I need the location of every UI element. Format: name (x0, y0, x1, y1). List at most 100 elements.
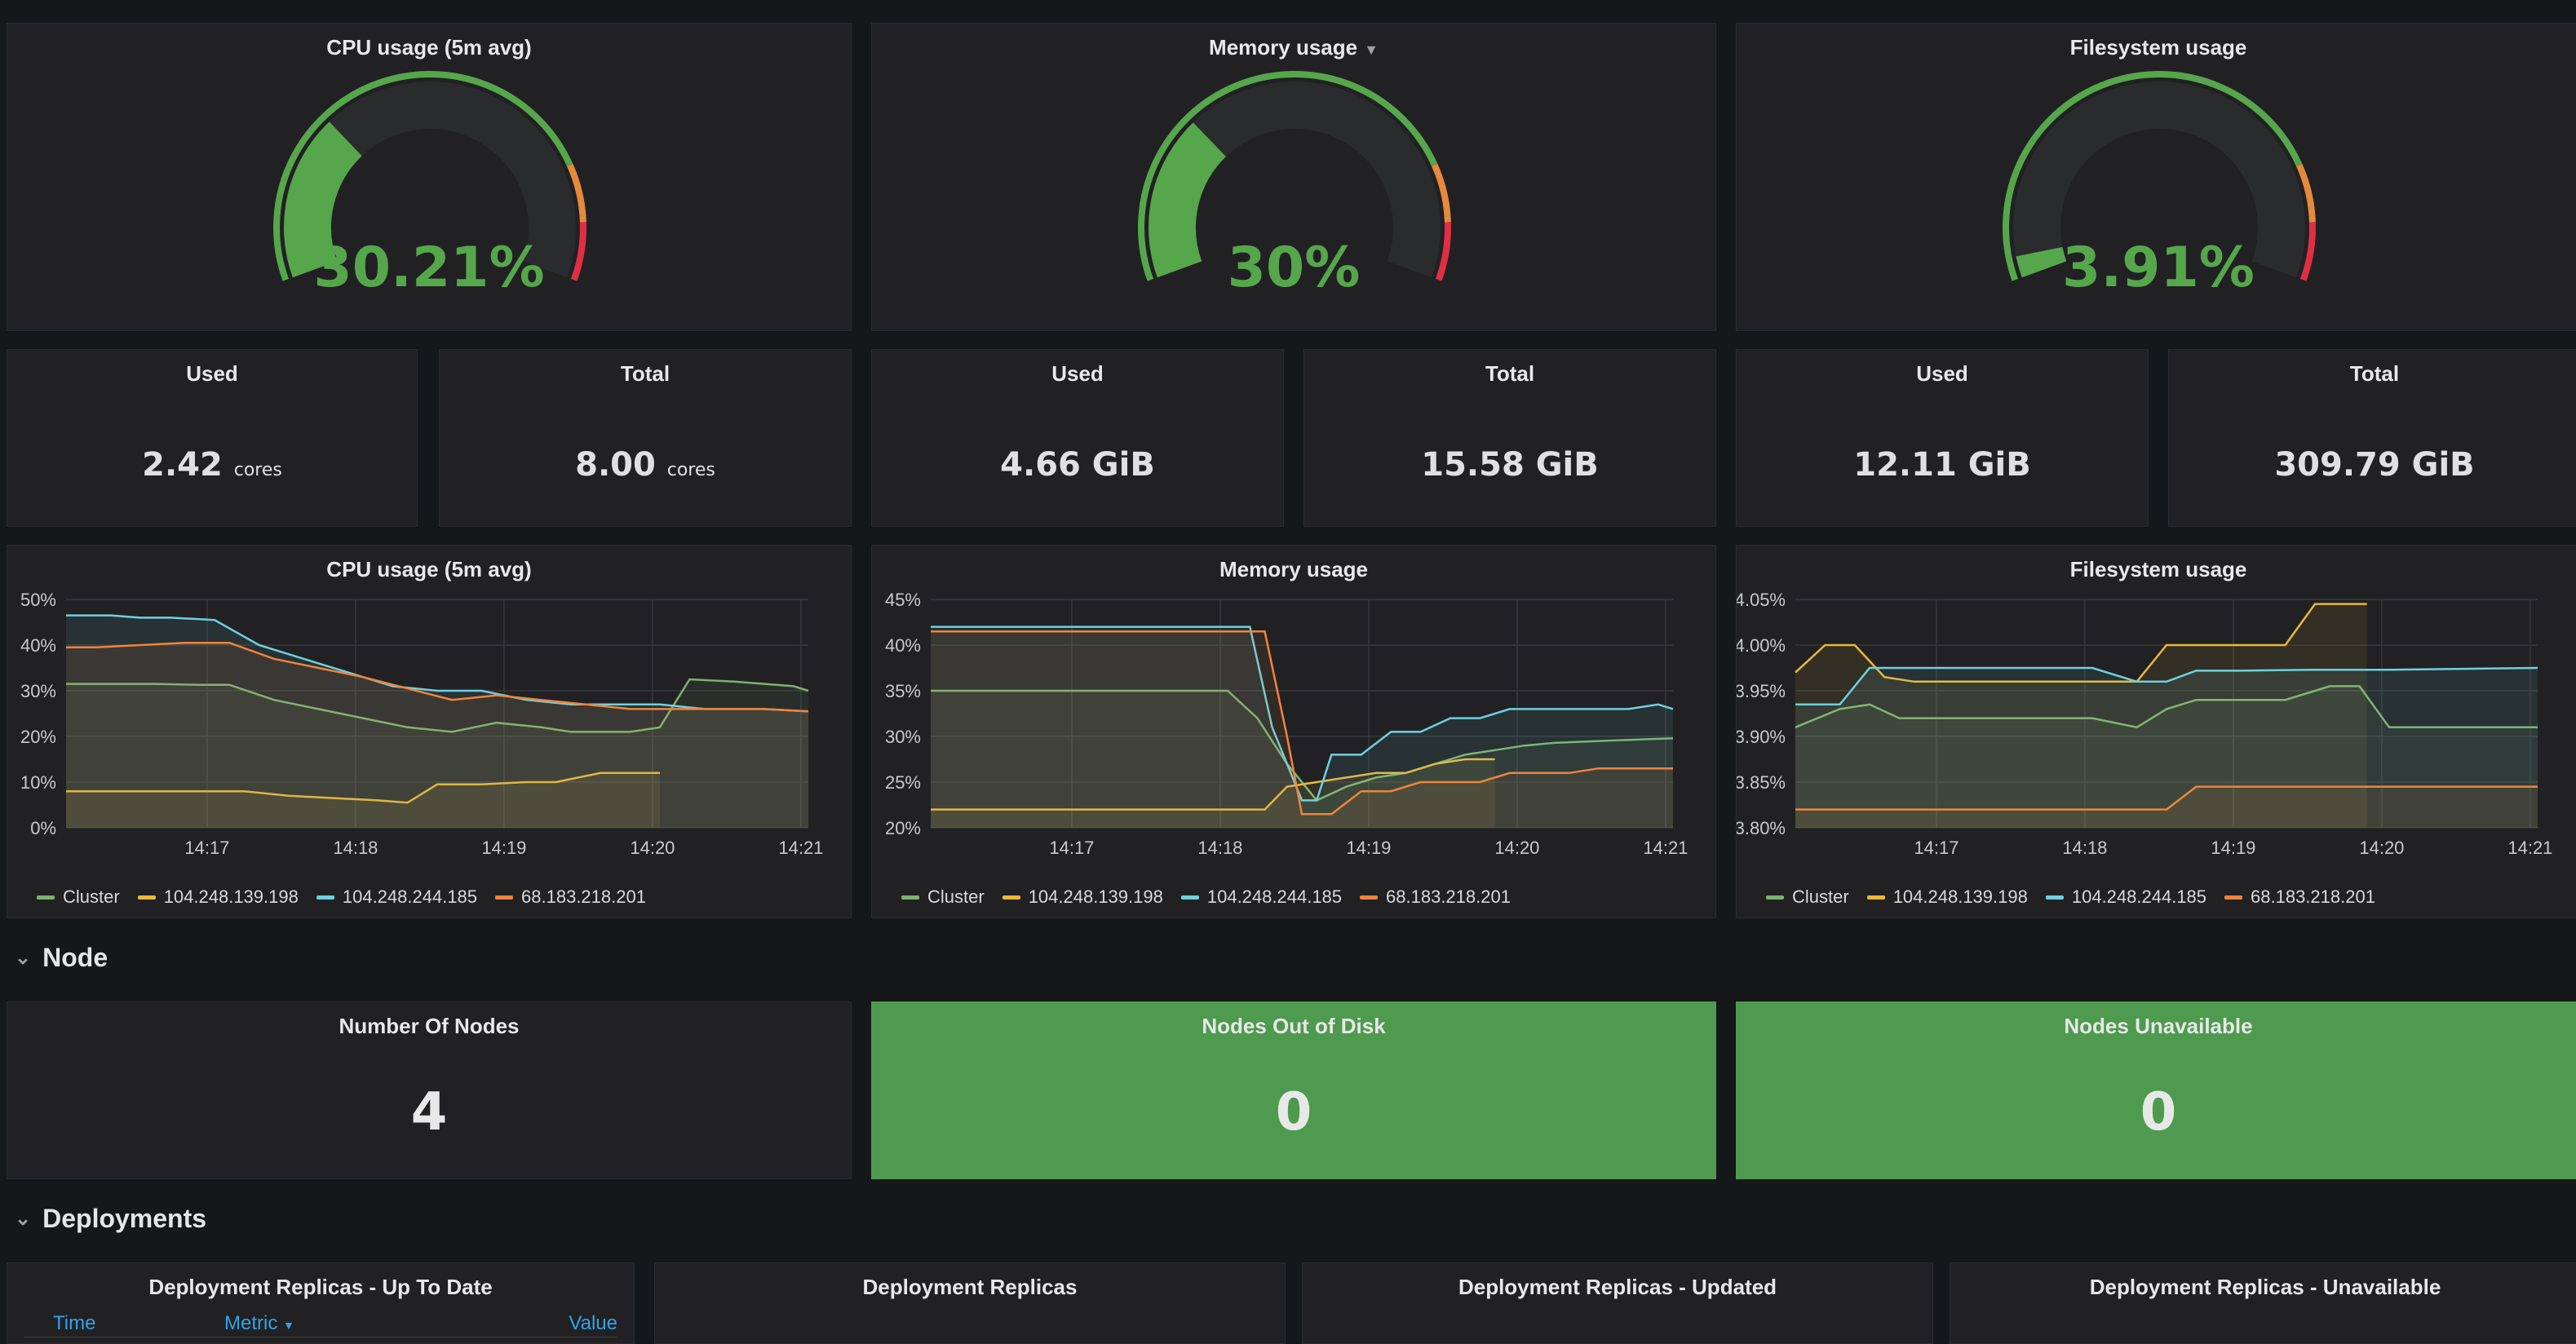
legend-item[interactable]: Cluster (1766, 886, 1849, 908)
stat-panel-replicas-unavailable[interactable]: Deployment Replicas - Unavailable (1950, 1262, 2576, 1344)
stat-panel-nodes-out-of-disk[interactable]: Nodes Out of Disk 0 (871, 1001, 1716, 1179)
series-line (66, 614, 809, 713)
legend-swatch (495, 895, 514, 900)
gauge-panel-cpu[interactable]: CPU usage (5m avg) 30.21% (7, 23, 852, 331)
chevron-down-icon[interactable]: ⌄ (15, 1208, 32, 1230)
stat-panel-cpu-used[interactable]: Used 2.42 cores (7, 349, 418, 527)
gauge-track (2013, 82, 2305, 278)
legend-label: Cluster (927, 886, 985, 907)
series-area (66, 679, 808, 828)
stat-panel-memory-total[interactable]: Total 15.58 GiB (1303, 349, 1716, 527)
x-tick-label: 14:18 (333, 838, 378, 858)
row-header-deployments[interactable]: ⌄ Deployments (15, 1204, 206, 1234)
graph-panel-cpu[interactable]: CPU usage (5m avg) 0% 10% 20% 30% 40% 50% 14:1… (7, 545, 852, 918)
series-line (1795, 685, 2538, 729)
stat-panel-nodes-unavailable[interactable]: Nodes Unavailable 0 (1736, 1001, 2576, 1179)
stat-panel-replicas[interactable]: Deployment Replicas (654, 1262, 1286, 1344)
legend-swatch (901, 895, 919, 900)
series-area (1795, 686, 2538, 828)
series-area (66, 615, 808, 828)
stat-value: 8.00 cores (440, 446, 851, 484)
x-tick-label: 14:17 (1049, 838, 1094, 858)
series-line (931, 626, 1674, 802)
x-tick-label: 14:18 (2062, 838, 2107, 858)
graph-panel-filesystem[interactable]: Filesystem usage 3.80% 3.85% 3.90% 3.95% 4.0… (1736, 545, 2576, 918)
series-area (931, 626, 1673, 828)
legend-item[interactable]: Cluster (37, 886, 120, 908)
legend-item[interactable]: 68.183.218.201 (495, 886, 646, 908)
y-tick-label: 3.80% (1737, 818, 1786, 838)
legend-item[interactable]: 104.248.244.185 (1180, 886, 1342, 908)
gauge-dial (2003, 71, 2316, 281)
legend-label: 104.248.139.198 (1028, 886, 1163, 907)
stat-panel-memory-used[interactable]: Used 4.66 GiB (871, 349, 1284, 527)
legend-item[interactable]: Cluster (901, 886, 985, 908)
series-area (931, 631, 1673, 828)
legend-item[interactable]: 104.248.139.198 (137, 886, 299, 908)
series-line (66, 678, 809, 733)
panel-title: Number Of Nodes (339, 1014, 520, 1038)
legend-item[interactable]: 68.183.218.201 (2224, 886, 2375, 908)
stat-number: 8.00 (575, 446, 656, 484)
panel-title: Total (2349, 361, 2400, 386)
panel-title: Nodes Unavailable (2064, 1014, 2253, 1038)
legend-label: 68.183.218.201 (2251, 886, 2375, 907)
series-line (66, 641, 809, 713)
panel-title: Total (620, 361, 671, 386)
legend-swatch (1002, 895, 1020, 900)
legend-swatch (2224, 895, 2243, 900)
row-header-node[interactable]: ⌄ Node (15, 943, 108, 973)
gauge-value: 30% (1227, 236, 1361, 300)
legend-item[interactable]: 68.183.218.201 (1360, 886, 1511, 908)
gauge-panel-memory[interactable]: Memory usage ▼ 30% (871, 23, 1716, 331)
gauge-value-arc (1149, 122, 1227, 278)
column-header-time[interactable]: Time (53, 1312, 96, 1334)
legend-swatch (137, 895, 156, 900)
stat-unit: cores (233, 460, 282, 480)
gauge-panel-filesystem[interactable]: Filesystem usage 3.91% (1736, 23, 2576, 331)
stat-panel-fs-total[interactable]: Total 309.79 GiB (2168, 349, 2576, 527)
legend-label: 104.248.139.198 (163, 886, 299, 907)
threshold-arc-red (1435, 222, 1451, 281)
stat-value: 2.42 cores (7, 446, 417, 484)
table-panel-replicas-up-to-date[interactable]: Deployment Replicas - Up To Date Time Me… (7, 1262, 635, 1344)
y-tick-label: 30% (20, 681, 56, 701)
legend-item[interactable]: 104.248.244.185 (316, 886, 477, 908)
legend-swatch (316, 895, 334, 900)
legend-item[interactable]: 104.248.139.198 (1002, 886, 1163, 908)
y-tick-label: 40% (885, 635, 921, 656)
chevron-down-icon[interactable]: ⌄ (15, 947, 32, 969)
column-header-value[interactable]: Value (569, 1312, 617, 1334)
series-line (1795, 785, 2538, 811)
legend-swatch (1180, 895, 1199, 900)
gauge-value: 30.21% (313, 236, 545, 300)
panel-title: CPU usage (5m avg) (326, 557, 532, 581)
chart-legend: Cluster 104.248.139.198 104.248.244.185 … (901, 886, 1511, 908)
stat-panel-number-of-nodes[interactable]: Number Of Nodes 4 (7, 1001, 852, 1179)
column-header-metric[interactable]: Metric ▼ (224, 1312, 294, 1335)
stat-panel-replicas-updated[interactable]: Deployment Replicas - Updated (1302, 1262, 1933, 1344)
graph-panel-memory[interactable]: Memory usage 20% 25% 30% 35% 40% 45% 14:17 14:1… (871, 545, 1716, 918)
y-tick-label: 3.95% (1737, 681, 1786, 701)
threshold-arc-green (273, 71, 573, 281)
y-tick-label: 20% (885, 818, 921, 838)
y-tick-label: 4.00% (1737, 635, 1786, 656)
stat-unit: cores (666, 460, 715, 480)
x-tick-label: 14:20 (630, 838, 675, 858)
stat-panel-fs-used[interactable]: Used 12.11 GiB (1736, 349, 2149, 527)
y-tick-label: 20% (20, 727, 56, 747)
chevron-down-icon[interactable]: ▼ (1364, 42, 1379, 58)
legend-label: 104.248.139.198 (1892, 886, 2028, 907)
x-tick-label: 14:21 (2507, 838, 2552, 858)
legend-item[interactable]: 104.248.244.185 (2045, 886, 2206, 908)
x-tick-label: 14:20 (1494, 838, 1539, 858)
y-tick-label: 50% (20, 590, 56, 610)
series-area (1795, 603, 2367, 828)
legend-swatch (1360, 895, 1379, 900)
series-area (1795, 668, 2538, 828)
gauge-dial (273, 71, 586, 281)
series-area (1795, 786, 2538, 828)
stat-panel-cpu-total[interactable]: Total 8.00 cores (439, 349, 852, 527)
y-tick-label: 0% (30, 818, 56, 838)
legend-item[interactable]: 104.248.139.198 (1866, 886, 2028, 908)
